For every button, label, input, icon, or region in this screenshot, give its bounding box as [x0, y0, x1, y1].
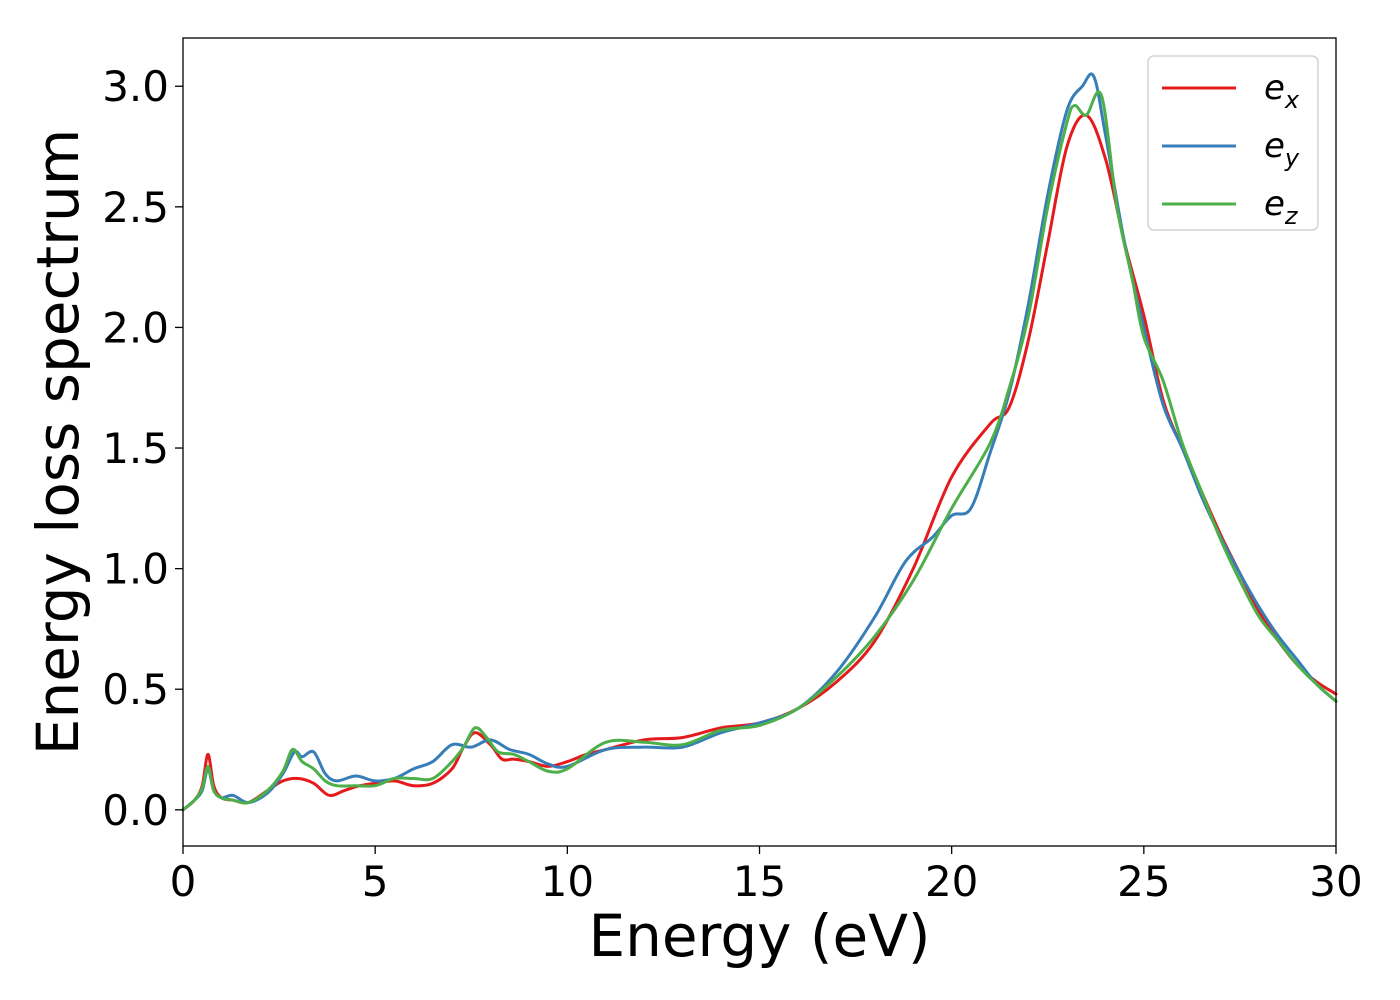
x-tick-label: 15	[733, 857, 786, 906]
x-axis-label: Energy (eV)	[588, 902, 930, 970]
x-tick-label: 25	[1117, 857, 1170, 906]
x-tick-label: 0	[170, 857, 197, 906]
y-tick-label: 1.5	[102, 424, 169, 473]
y-axis-label: Energy loss spectrum	[24, 129, 92, 755]
y-axis: 0.0 0.5 1.0 1.5 2.0 2.5 3.0	[102, 62, 183, 835]
y-tick-label: 0.5	[102, 665, 169, 714]
legend-label-ex: ex	[1264, 68, 1300, 114]
legend-label-ez: ez	[1264, 184, 1299, 230]
legend-box	[1147, 55, 1319, 231]
y-tick-label: 3.0	[102, 62, 169, 111]
y-tick-label: 0.0	[102, 786, 169, 835]
legend: ex ey ez	[1147, 55, 1319, 231]
x-axis: 0 5 10 15 20 25 30	[170, 846, 1363, 906]
x-tick-label: 5	[362, 857, 389, 906]
x-tick-label: 30	[1309, 857, 1362, 906]
legend-label-ey: ey	[1264, 126, 1300, 172]
y-tick-label: 2.0	[102, 303, 169, 352]
y-tick-label: 2.5	[102, 183, 169, 232]
series-line-ez	[181, 90, 1338, 812]
x-tick-label: 20	[925, 857, 978, 906]
series-layer	[181, 72, 1338, 812]
x-tick-label: 10	[541, 857, 594, 906]
y-tick-label: 1.0	[102, 545, 169, 594]
